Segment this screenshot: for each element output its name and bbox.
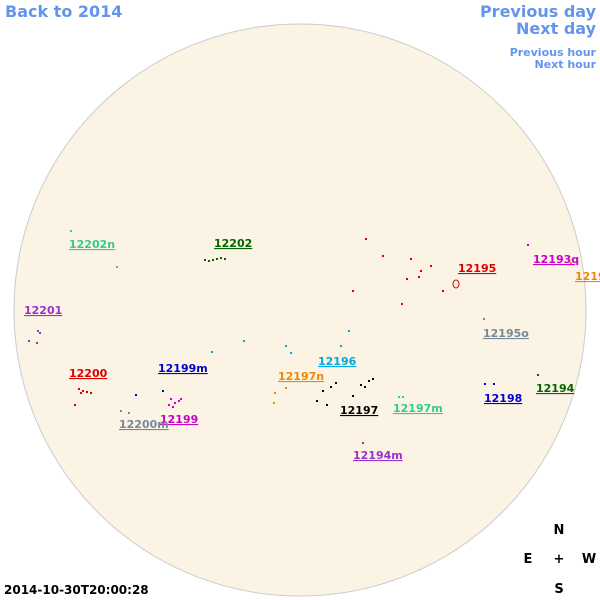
region-label[interactable]: 12200m [119,418,169,431]
next-hour-link[interactable]: Next hour [535,58,597,71]
sunspot [368,380,370,382]
region-label[interactable]: 12194m [353,449,403,462]
region-label[interactable]: 12199m [158,362,208,375]
sunspot [170,398,172,400]
sunspot [180,398,182,400]
region-label[interactable]: 12197n [278,370,324,383]
region-label[interactable]: 12197m [393,402,443,415]
sunspot [452,279,460,289]
sunspot [116,266,118,268]
sunspot [28,340,30,342]
sunspot [39,332,41,334]
sunspot [335,382,337,384]
sunspot [211,351,213,353]
sunspot [352,395,354,397]
sunspot [326,404,328,406]
previous-day-link[interactable]: Previous day [480,2,597,21]
previous-hour-link[interactable]: Previous hour [510,46,597,59]
sunspot [360,384,362,386]
sunspot [212,259,214,261]
sunspot [120,410,122,412]
compass-center: + [554,552,565,567]
region-label[interactable]: 12194 [536,382,575,395]
sunspot [90,392,92,394]
sunspot [442,290,444,292]
sunspot [340,345,342,347]
region-label[interactable]: 12199 [160,413,198,426]
sunspot [208,260,210,262]
sunspot [484,383,486,385]
sunspot [398,396,400,398]
sunspot [128,412,130,414]
compass-west: W [582,552,596,567]
sunspot [224,258,226,260]
sunspot [82,390,84,392]
next-day-link[interactable]: Next day [516,19,597,38]
sunspot [220,257,222,259]
sunspot [410,258,412,260]
sunspot [178,400,180,402]
region-label[interactable]: 12198 [484,392,522,405]
sunspot [420,270,422,272]
region-label[interactable]: 12193q [533,253,579,266]
sunspot [273,402,275,404]
sunspot [322,390,324,392]
sunspot [493,383,495,385]
sunspot [285,345,287,347]
compass-south: S [554,582,563,597]
sunspot [382,255,384,257]
sunspot [418,276,420,278]
compass-north: N [554,523,565,538]
sunspot [78,388,80,390]
sunspot [70,230,72,232]
compass-east: E [524,552,533,567]
sunspot [430,265,432,267]
sunspot [172,406,174,408]
sunspot [290,352,292,354]
sunspot [372,378,374,380]
sunspot [162,390,164,392]
sunspot [364,386,366,388]
region-label[interactable]: 12197 [340,404,378,417]
region-label[interactable]: 12195 [458,262,496,275]
sunspot [86,391,88,393]
sunspot [316,400,318,402]
sunspot [348,330,350,332]
sunspot [365,238,367,240]
sunspot [352,290,354,292]
region-label[interactable]: 12200 [69,367,108,380]
sunspot [402,396,404,398]
sunspot [204,259,206,261]
sunspot [330,386,332,388]
sunspot [362,442,364,444]
sunspot [74,404,76,406]
sunspot [285,387,287,389]
sunspot [527,244,529,246]
back-link[interactable]: Back to 2014 [5,2,122,21]
sunspot [37,330,39,332]
sunspot [36,342,38,344]
sunspot [401,303,403,305]
sunspot [537,374,539,376]
sunspot [274,392,276,394]
sunspot [135,394,137,396]
sunspot [406,278,408,280]
sunspot [570,262,572,264]
region-label[interactable]: 12202n [69,238,115,251]
solar-disk [13,23,587,597]
sunspot [243,340,245,342]
sunspot [483,318,485,320]
region-label[interactable]: 12196 [318,355,357,368]
region-label[interactable]: 12195o [483,327,529,340]
timestamp: 2014-10-30T20:00:28 [4,583,149,597]
region-label[interactable]: 12201 [24,304,62,317]
sunspot [80,392,82,394]
sunspot [216,258,218,260]
region-label[interactable]: 12193v [575,270,600,283]
sunspot [174,402,176,404]
region-label[interactable]: 12202 [214,237,252,250]
sunspot [168,404,170,406]
